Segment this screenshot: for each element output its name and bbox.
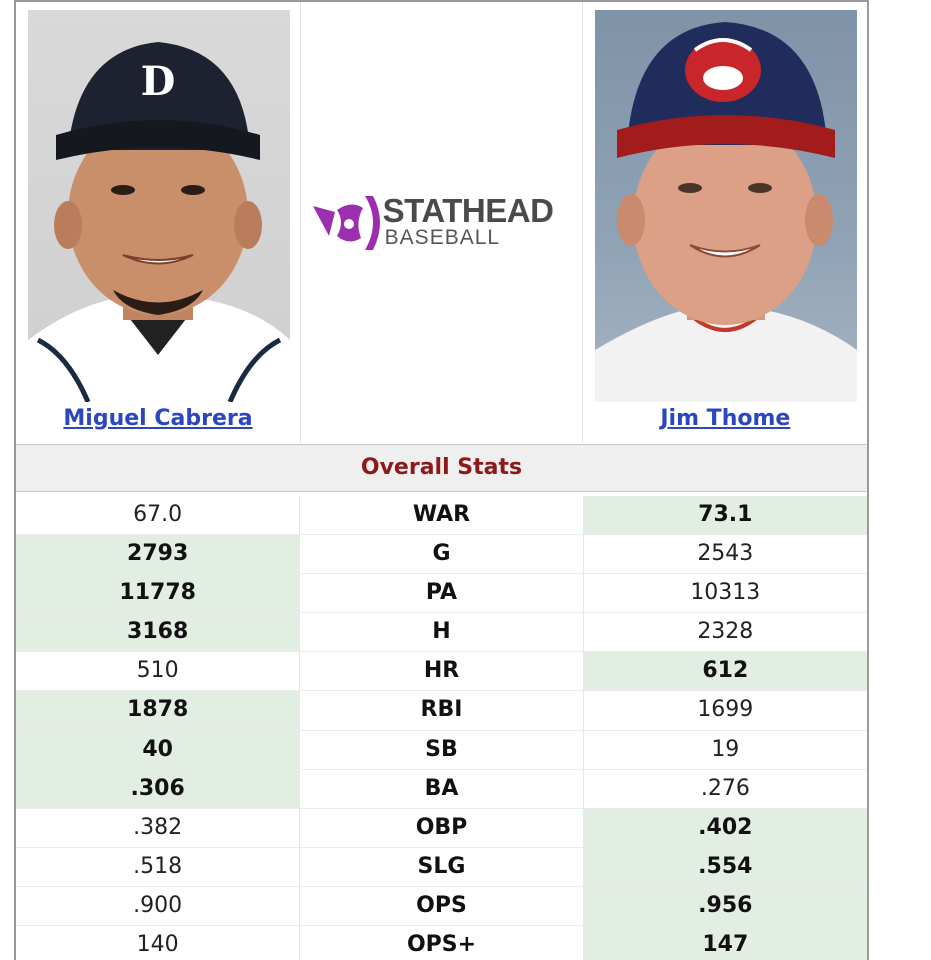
- left-player-value: 11778: [16, 574, 300, 613]
- cap-logo-letter: D: [141, 58, 176, 105]
- left-player-value: .900: [133, 892, 183, 918]
- logo-column: STATHEAD BASEBALL: [299, 2, 584, 443]
- miguel-cabrera-photo: D: [28, 10, 290, 402]
- right-player-value: 1699: [697, 697, 754, 723]
- player-link-left[interactable]: Miguel Cabrera: [63, 406, 253, 431]
- left-player-value: .306: [16, 769, 300, 808]
- stat-label: G: [299, 535, 584, 574]
- stat-label: OPS+: [299, 926, 584, 960]
- logo-text-baseball: BASEBALL: [384, 226, 501, 249]
- section-header-overall-stats: Overall Stats: [16, 444, 867, 492]
- right-player-value: 19: [711, 736, 740, 762]
- left-player-value: 2793: [16, 535, 300, 574]
- stat-row-h: 3168 H 2328: [16, 613, 867, 653]
- stat-label: SLG: [299, 847, 584, 886]
- right-player-value: 612: [583, 652, 867, 691]
- right-player-value: 2328: [697, 619, 754, 645]
- right-player-value: .554: [583, 847, 867, 886]
- stat-label: BA: [299, 769, 584, 808]
- stat-label: OPS: [299, 886, 584, 926]
- left-player-value: 67.0: [133, 502, 183, 527]
- left-player-value: .382: [133, 814, 183, 840]
- stat-row-rbi: 1878 RBI 1699: [16, 691, 867, 731]
- stat-row-ops-plus: 140 OPS+ 147: [16, 926, 867, 960]
- stat-row-sb: 40 SB 19: [16, 730, 867, 770]
- comparison-card: D Miguel Cabrera STATHEAD BASEBALL: [14, 0, 869, 960]
- stat-label: H: [299, 613, 584, 652]
- left-player-value: 3168: [16, 613, 300, 652]
- stat-row-hr: 510 HR 612: [16, 652, 867, 692]
- stats-table: 67.0 WAR 73.1 2793 G 2543 11778 PA 10313 3168 H 232…: [16, 496, 867, 960]
- stat-row-ba: .306 BA .276: [16, 769, 867, 809]
- stat-row-pa: 11778 PA 10313: [16, 574, 867, 614]
- stat-row-obp: .382 OBP .402: [16, 808, 867, 848]
- right-player-value: 10313: [690, 580, 761, 606]
- player-header: D Miguel Cabrera STATHEAD BASEBALL: [16, 2, 867, 443]
- stathead-logo-icon: [312, 196, 380, 250]
- stat-label: OBP: [299, 808, 584, 847]
- stathead-logo[interactable]: STATHEAD BASEBALL: [311, 192, 577, 254]
- stat-row-war: 67.0 WAR 73.1: [16, 496, 867, 536]
- stat-label: HR: [299, 652, 584, 691]
- stat-label: SB: [299, 730, 584, 769]
- jim-thome-photo: [595, 10, 858, 402]
- right-player-value: .956: [583, 886, 867, 926]
- left-player-value: 1878: [16, 691, 300, 730]
- right-player-value: 73.1: [583, 496, 867, 535]
- right-player-value: 2543: [697, 541, 754, 567]
- right-player-column: Jim Thome: [583, 2, 867, 443]
- right-player-value: .276: [700, 775, 750, 801]
- player-portrait-right: [595, 22, 858, 402]
- left-player-value: 40: [16, 730, 300, 769]
- left-player-value: 140: [136, 932, 179, 958]
- stat-label: WAR: [299, 496, 584, 535]
- stat-label: RBI: [299, 691, 584, 730]
- logo-text-stathead: STATHEAD: [382, 192, 554, 229]
- right-player-value: .402: [583, 808, 867, 847]
- stat-label: PA: [299, 574, 584, 613]
- stat-row-g: 2793 G 2543: [16, 535, 867, 575]
- right-player-value: 147: [583, 926, 867, 960]
- player-link-right[interactable]: Jim Thome: [660, 406, 791, 431]
- left-player-value: .518: [133, 853, 183, 879]
- player-portrait-left: D: [28, 42, 290, 402]
- stat-row-ops: .900 OPS .956: [16, 886, 867, 927]
- stat-row-slg: .518 SLG .554: [16, 847, 867, 887]
- left-player-column: D Miguel Cabrera: [16, 2, 300, 443]
- left-player-value: 510: [136, 658, 179, 684]
